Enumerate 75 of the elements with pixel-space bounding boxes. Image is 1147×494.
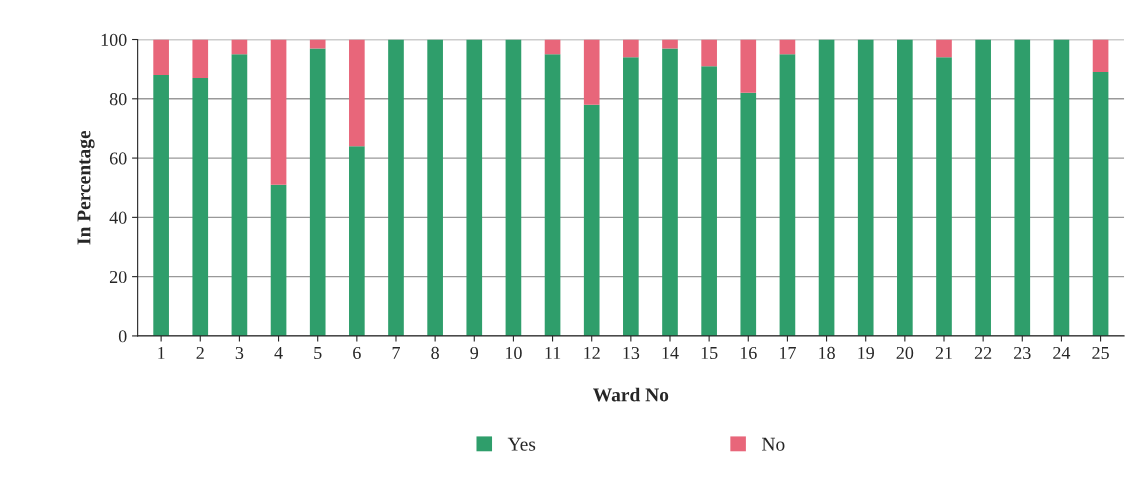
bar bbox=[936, 39, 952, 58]
x-tick-label: 18 bbox=[819, 346, 835, 360]
bar bbox=[818, 39, 835, 336]
x-tick-label: 24 bbox=[1053, 346, 1071, 359]
x-tick-label: 13 bbox=[623, 346, 640, 360]
bar bbox=[975, 39, 991, 336]
x-tick-label: 25 bbox=[1092, 346, 1109, 360]
bar bbox=[662, 39, 678, 49]
bar bbox=[309, 39, 326, 49]
x-tick-label: 3 bbox=[235, 346, 244, 360]
bar bbox=[427, 39, 443, 336]
bar bbox=[779, 54, 796, 336]
y-tick-label: 60 bbox=[109, 152, 127, 165]
bar bbox=[857, 39, 874, 336]
x-tick-label: 17 bbox=[779, 346, 796, 359]
x-tick-label: 7 bbox=[392, 347, 400, 359]
bar bbox=[192, 78, 209, 336]
x-tick-label: 11 bbox=[545, 346, 561, 359]
legend-label: Yes bbox=[507, 437, 536, 451]
x-tick-label: 6 bbox=[353, 346, 361, 360]
y-tick-label: 40 bbox=[109, 211, 127, 224]
bar bbox=[1014, 39, 1031, 336]
bar bbox=[505, 39, 522, 336]
bar bbox=[1092, 72, 1109, 336]
bar bbox=[270, 39, 287, 185]
bar bbox=[662, 48, 678, 336]
x-axis-title: Ward No bbox=[593, 387, 669, 402]
x-tick-label: 2 bbox=[196, 346, 204, 359]
bar bbox=[701, 66, 717, 336]
bar bbox=[779, 39, 796, 55]
y-tick-label: 100 bbox=[101, 33, 127, 46]
x-tick-label: 16 bbox=[740, 346, 757, 360]
x-tick-label: 14 bbox=[662, 346, 679, 359]
bar bbox=[936, 57, 952, 336]
y-axis-title: In Percentage bbox=[77, 130, 95, 245]
bar bbox=[1092, 39, 1109, 73]
bar bbox=[583, 39, 600, 105]
x-tick-label: 22 bbox=[974, 346, 992, 359]
bar bbox=[349, 39, 365, 147]
bar bbox=[740, 92, 757, 336]
bar bbox=[309, 48, 326, 336]
bar bbox=[388, 39, 404, 336]
bar bbox=[623, 39, 639, 58]
bar bbox=[544, 54, 561, 336]
legend-label: No bbox=[762, 437, 785, 451]
x-tick-label: 23 bbox=[1014, 346, 1031, 360]
bar bbox=[153, 75, 169, 336]
x-tick-label: 12 bbox=[584, 346, 600, 359]
bar bbox=[192, 39, 209, 79]
bar bbox=[701, 39, 717, 67]
y-tick-label: 20 bbox=[109, 270, 127, 284]
bar bbox=[153, 39, 169, 76]
x-tick-label: 5 bbox=[314, 347, 322, 360]
x-tick-label: 9 bbox=[470, 346, 479, 360]
x-tick-label: 20 bbox=[896, 346, 914, 360]
x-tick-label: 21 bbox=[935, 346, 952, 359]
bar bbox=[231, 54, 248, 336]
x-tick-label: 19 bbox=[858, 346, 874, 360]
bar bbox=[1053, 39, 1070, 336]
bar bbox=[270, 184, 287, 336]
y-tick-label: 0 bbox=[118, 330, 127, 343]
x-tick-label: 8 bbox=[431, 346, 439, 360]
x-tick-label: 4 bbox=[274, 346, 283, 359]
bar bbox=[623, 57, 639, 336]
bar bbox=[466, 39, 483, 336]
bar bbox=[897, 39, 913, 336]
x-tick-label: 1 bbox=[158, 346, 165, 359]
bar bbox=[740, 39, 757, 93]
y-tick-label: 80 bbox=[109, 93, 127, 106]
bar bbox=[583, 104, 600, 336]
x-tick-label: 15 bbox=[701, 346, 718, 360]
bar bbox=[231, 39, 248, 55]
bar bbox=[349, 146, 365, 336]
bar bbox=[544, 39, 561, 55]
x-tick-label: 10 bbox=[505, 346, 522, 360]
